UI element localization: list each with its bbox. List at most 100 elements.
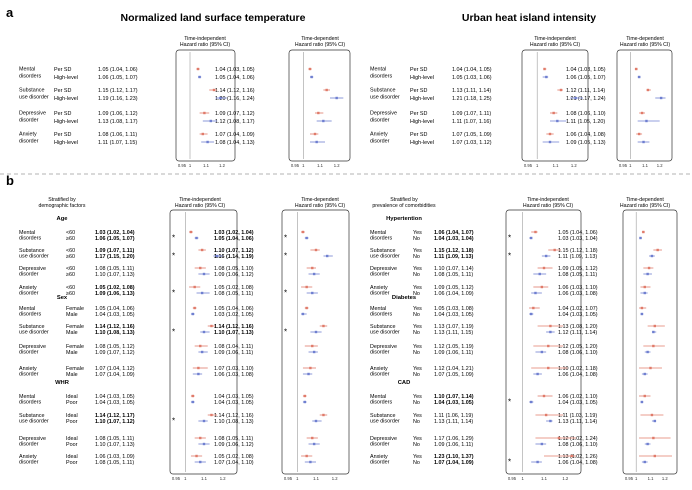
b-comorb-td-point-23 bbox=[643, 460, 646, 464]
b-comorb-s0-outcome-0-line2: disorders bbox=[370, 236, 392, 242]
b-comorb-s0-ti-star-0: * bbox=[508, 234, 511, 243]
a-nlst-ti-tick-label-0: 0.95 bbox=[178, 163, 187, 168]
b-demo-strat-header-1: Stratified by bbox=[48, 197, 76, 203]
b-demo-s1-ti-value-1-0: 1.14 (1.12, 1.16) bbox=[95, 324, 135, 330]
b-comorb-s2-outcome-2-line2: disorder bbox=[370, 442, 390, 448]
a-uhi-ti-header-1: Time-independent bbox=[534, 36, 576, 42]
b-comorb-ti-tick-label-1: 1 bbox=[521, 476, 524, 481]
b-demo-td-plot-frame bbox=[281, 209, 350, 475]
a-uhi-td-point-7 bbox=[642, 140, 645, 144]
b-demo-s1-td-value-0-0: 1.05 (1.04, 1.06) bbox=[214, 306, 254, 312]
b-comorb-s1-td-value-2-1: 1.08 (1.06, 1.10) bbox=[558, 350, 598, 356]
a-nlst-ti-point-6 bbox=[201, 132, 204, 136]
a-uhi-td-value-0-0: 1.04 (1.03, 1.05) bbox=[566, 67, 606, 73]
b-demo-s0-outcome-3-line1: Anxiety bbox=[19, 285, 37, 291]
a-nlst-outcome-1-line2: use disorder bbox=[19, 95, 49, 101]
a-uhi-td-tick-label-1: 1 bbox=[629, 163, 632, 168]
a-nlst-ti-value-2-1: 1.13 (1.08, 1.17) bbox=[98, 119, 138, 125]
b-comorb-ti-point-23 bbox=[536, 460, 539, 464]
a-uhi-td-header-2: Hazard ratio (95% CI) bbox=[620, 42, 670, 48]
a-nlst-ti-point-5 bbox=[209, 119, 212, 123]
a-uhi-ti-header-2: Hazard ratio (95% CI) bbox=[530, 42, 580, 48]
b-demo-s2-level-2-1: Poor bbox=[66, 442, 78, 448]
b-demo-td-point-20 bbox=[311, 436, 314, 440]
b-demo-ti-point-21 bbox=[202, 442, 206, 446]
b-comorb-td-tick-label-1: 1 bbox=[635, 476, 638, 481]
a-nlst-td-tick-label-0: 0.95 bbox=[291, 163, 300, 168]
b-demo-td-point-10 bbox=[322, 324, 325, 328]
b-comorb-s1-ti-value-2-1: 1.09 (1.06, 1.11) bbox=[434, 350, 473, 356]
b-comorb-s1-ti-value-3-1: 1.07 (1.05, 1.09) bbox=[434, 372, 474, 378]
a-nlst-ti-value-3-1: 1.11 (1.07, 1.15) bbox=[98, 140, 137, 146]
b-demo-ti-point-19 bbox=[202, 419, 206, 423]
b-demo-s1-outcome-3-line1: Anxiety bbox=[19, 366, 37, 372]
b-demo-ti-header-2: Hazard ratio (95% CI) bbox=[175, 203, 225, 209]
b-demo-s2-td-value-0-1: 1.04 (1.03, 1.05) bbox=[214, 400, 254, 406]
b-comorb-s1-td-value-1-1: 1.12 (1.11, 1.14) bbox=[558, 330, 597, 336]
a-uhi-row-label-1-1: High-level bbox=[410, 96, 434, 102]
b-comorb-ti-point-6 bbox=[540, 285, 544, 289]
b-demo-section-0-label: Age bbox=[57, 216, 69, 222]
b-comorb-s0-outcome-3-line1: Anxiety bbox=[370, 285, 388, 291]
b-comorb-s2-level-1-1: No bbox=[413, 419, 420, 425]
a-uhi-td-point-4 bbox=[640, 111, 644, 115]
b-demo-td-header-2: Hazard ratio (95% CI) bbox=[295, 203, 345, 209]
b-demo-td-point-5 bbox=[312, 272, 316, 276]
b-demo-s2-level-0-0: Ideal bbox=[66, 394, 78, 400]
a-nlst-row-label-0-1: High-level bbox=[54, 75, 78, 81]
b-comorb-ti-header-2: Hazard ratio (95% CI) bbox=[523, 203, 573, 209]
b-demo-td-point-2 bbox=[314, 248, 318, 252]
b-comorb-s1-outcome-1-line1: Substance bbox=[370, 324, 395, 330]
b-comorb-s2-level-2-0: Yes bbox=[413, 436, 422, 442]
b-comorb-ti-tick-label-2: 1.1 bbox=[541, 476, 547, 481]
a-nlst-ti-tick-label-3: 1.2 bbox=[219, 163, 225, 168]
b-demo-ti-point-0 bbox=[189, 230, 193, 234]
b-comorb-s1-outcome-0-line2: disorders bbox=[370, 312, 392, 318]
b-demo-s0-level-1-1: ≥60 bbox=[66, 254, 75, 260]
b-comorb-s2-outcome-0-line1: Mental bbox=[370, 394, 386, 400]
a-uhi-td-header-1: Time-dependent bbox=[626, 36, 664, 42]
b-comorb-s0-outcome-1-line1: Substance bbox=[370, 248, 395, 254]
b-comorb-s2-level-0-1: No bbox=[413, 400, 420, 406]
b-demo-s1-td-value-3-0: 1.07 (1.03, 1.10) bbox=[214, 366, 254, 372]
a-uhi-outcome-2-line2: disorder bbox=[370, 118, 390, 124]
b-comorb-ti-point-4 bbox=[542, 266, 546, 270]
b-demo-s1-ti-value-0-0: 1.05 (1.04, 1.06) bbox=[95, 306, 135, 312]
a-uhi-ti-value-0-1: 1.05 (1.03, 1.06) bbox=[452, 75, 492, 81]
a-nlst-ti-value-3-0: 1.08 (1.06, 1.11) bbox=[98, 132, 137, 138]
a-nlst-ti-tick-label-2: 1.1 bbox=[203, 163, 209, 168]
b-comorb-s0-level-2-0: Yes bbox=[413, 266, 422, 272]
b-demo-s0-ti-value-0-1: 1.06 (1.05, 1.07) bbox=[95, 236, 135, 242]
b-demo-s0-td-star-0: * bbox=[284, 234, 287, 243]
b-demo-ti-point-7 bbox=[200, 291, 204, 295]
b-comorb-s2-td-value-1-0: 1.11 (1.03, 1.19) bbox=[558, 413, 597, 419]
a-uhi-outcome-2-line1: Depressive bbox=[370, 111, 397, 117]
a-nlst-ti-point-7 bbox=[206, 140, 209, 144]
b-demo-s1-td-value-0-1: 1.03 (1.02, 1.05) bbox=[214, 312, 254, 318]
a-uhi-td-value-3-0: 1.06 (1.04, 1.08) bbox=[566, 132, 606, 138]
b-comorb-s2-outcome-1-line1: Substance bbox=[370, 413, 395, 419]
b-comorb-td-point-21 bbox=[646, 442, 649, 446]
a-uhi-row-label-3-1: High-level bbox=[410, 140, 434, 146]
b-comorb-s1-td-value-2-0: 1.12 (1.05, 1.20) bbox=[558, 344, 598, 350]
b-demo-s1-td-value-3-1: 1.06 (1.03, 1.08) bbox=[214, 372, 254, 378]
b-demo-s2-level-0-1: Poor bbox=[66, 400, 78, 406]
b-comorb-td-point-19 bbox=[653, 419, 656, 423]
b-comorb-s0-ti-value-0-0: 1.06 (1.04, 1.07) bbox=[434, 230, 474, 236]
a-nlst-outcome-3-line1: Anxiety bbox=[19, 132, 37, 138]
b-demo-s0-ti-value-2-0: 1.08 (1.05, 1.11) bbox=[95, 266, 134, 272]
a-nlst-outcome-3-line2: disorder bbox=[19, 139, 39, 145]
a-nlst-td-point-4 bbox=[317, 111, 320, 115]
b-comorb-s2-ti-star-3: * bbox=[508, 458, 511, 467]
a-uhi-ti-value-3-1: 1.07 (1.03, 1.12) bbox=[452, 140, 492, 146]
b-demo-ti-point-12 bbox=[199, 344, 202, 348]
a-nlst-ti-point-0 bbox=[196, 67, 200, 71]
a-uhi-td-tick-label-2: 1.1 bbox=[642, 163, 648, 168]
b-comorb-ti-point-14 bbox=[547, 366, 550, 370]
a-uhi-row-label-2-0: Per SD bbox=[410, 111, 427, 117]
a-uhi-ti-point-4 bbox=[552, 111, 555, 115]
b-comorb-s1-td-value-3-0: 1.10 (1.02, 1.18) bbox=[558, 366, 598, 372]
a-nlst-td-point-5 bbox=[322, 119, 325, 123]
b-comorb-s2-td-value-3-1: 1.06 (1.04, 1.08) bbox=[558, 460, 598, 466]
b-comorb-ti-tick-label-3: 1.2 bbox=[562, 476, 568, 481]
